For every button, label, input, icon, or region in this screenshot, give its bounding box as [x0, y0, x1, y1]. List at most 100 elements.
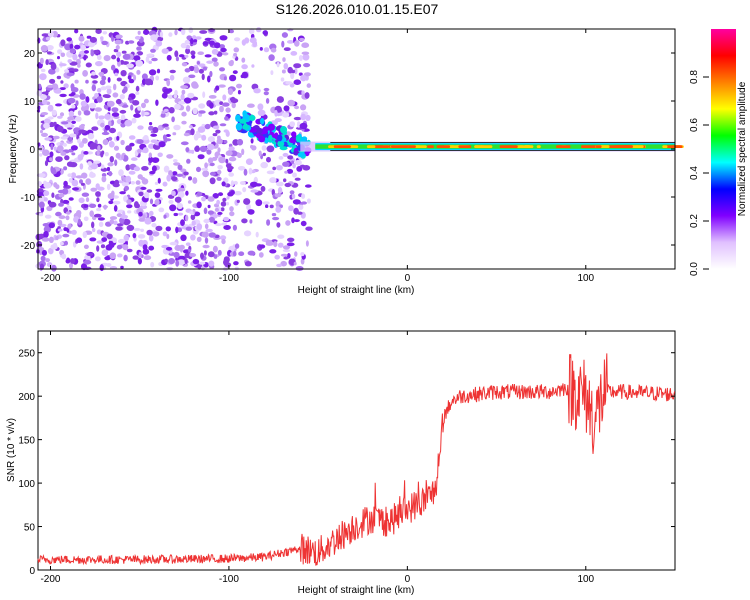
spectrogram-noise-cell	[262, 152, 266, 157]
spectrogram-noise-cell	[289, 121, 296, 127]
spectrogram-noise-cell	[83, 259, 92, 265]
spectrogram-noise-cell	[74, 44, 81, 50]
spectrogram-noise-cell	[208, 111, 215, 116]
spectrogram-noise-cell	[57, 56, 60, 60]
spectrogram-noise-cell	[168, 258, 176, 265]
spectrogram-noise-cell	[255, 27, 262, 33]
spectrogram-noise-cell	[135, 91, 140, 96]
spectrogram-noise-cell	[120, 214, 128, 219]
spectrogram-noise-cell	[148, 60, 153, 64]
spectrogram-noise-cell	[283, 62, 289, 70]
spectrogram-noise-cell	[206, 143, 215, 151]
spectrogram-noise-cell	[214, 42, 221, 49]
spectrogram-noise-cell	[243, 168, 248, 176]
spectrogram-noise-cell	[216, 176, 222, 181]
spectrogram-signal-cell	[239, 118, 247, 124]
spectrogram-noise-cell	[70, 172, 77, 179]
spectrogram-noise-cell	[101, 164, 105, 169]
spectrogram-noise-cell	[111, 64, 116, 71]
spectrogram-noise-cell	[220, 207, 225, 212]
spectrogram-noise-cell	[40, 45, 49, 52]
spectrogram-noise-cell	[157, 177, 161, 184]
spectrogram-noise-cell	[209, 70, 213, 78]
spectrogram-signal-cell	[295, 134, 301, 143]
spectrogram-noise-cell	[55, 235, 59, 241]
spectrogram-carrier-peak	[607, 145, 616, 148]
spectrogram-noise-cell	[60, 39, 66, 47]
spectrogram-noise-cell	[79, 163, 84, 170]
spectrogram-noise-cell	[168, 199, 174, 204]
spectrogram-noise-cell	[39, 153, 43, 157]
spectrogram-noise-cell	[203, 207, 208, 215]
spectrogram-noise-cell	[51, 109, 57, 116]
spectrogram-noise-cell	[91, 84, 97, 92]
spectrogram-noise-cell	[100, 244, 106, 249]
spectrogram-noise-cell	[131, 157, 138, 161]
spectrogram-noise-cell	[56, 125, 64, 133]
spectrogram-noise-cell	[137, 106, 142, 111]
spectrogram-noise-cell	[282, 152, 289, 157]
spectrogram-noise-cell	[45, 59, 49, 66]
spectrogram-noise-cell	[96, 96, 103, 103]
spectrogram-noise-cell	[48, 236, 54, 243]
spectrogram-noise-cell	[134, 35, 141, 40]
spectrogram-noise-cell	[250, 189, 259, 193]
spectrogram-noise-cell	[124, 119, 133, 127]
spectrogram-noise-cell	[204, 237, 209, 244]
spectrogram-noise-cell	[105, 244, 113, 251]
spectrogram-noise-cell	[207, 210, 214, 215]
spectrogram-noise-cell	[111, 54, 117, 60]
spectrogram-noise-cell	[100, 122, 105, 128]
spectrogram-noise-cell	[48, 68, 56, 75]
spectrogram-noise-cell	[168, 107, 175, 114]
spectrogram-signal-cell	[279, 146, 288, 151]
spectrogram-noise-cell	[301, 90, 305, 95]
spectrogram-noise-cell	[48, 247, 54, 255]
spectrogram-noise-cell	[156, 68, 161, 74]
spectrogram-noise-cell	[290, 72, 295, 80]
spectrogram-noise-cell	[190, 50, 196, 56]
spectrogram-noise-cell	[101, 249, 109, 256]
colorbar-tick-label: 0.2	[689, 214, 700, 228]
spectrogram-noise-cell	[215, 129, 221, 134]
spectrogram-noise-cell	[152, 231, 160, 237]
spectrogram-noise-cell	[200, 266, 206, 271]
spectrogram-noise-cell	[155, 225, 163, 232]
spectrogram-noise-cell	[141, 73, 148, 80]
spectrogram-noise-cell	[107, 162, 114, 167]
spectrogram-noise-cell	[203, 250, 207, 256]
spectrogram-noise-cell	[162, 134, 167, 141]
spectrogram-noise-cell	[41, 33, 49, 37]
spectrogram-noise-cell	[121, 154, 125, 160]
spectrogram-noise-cell	[262, 30, 268, 36]
spectrogram-noise-cell	[282, 249, 291, 253]
spectrogram-noise-cell	[92, 80, 98, 84]
spectrogram-noise-cell	[207, 204, 211, 209]
spectrogram-noise-cell	[62, 233, 70, 238]
spectrogram-noise-cell	[172, 171, 178, 176]
spectrogram-noise-cell	[117, 253, 123, 258]
spectrogram-xtick-label: 100	[577, 273, 594, 284]
spectrogram-noise-cell	[97, 145, 101, 152]
spectrogram-noise-cell	[163, 108, 169, 112]
spectrogram-noise-cell	[194, 146, 201, 152]
spectrogram-noise-cell	[59, 112, 65, 117]
snr-ytick-label: 100	[18, 479, 35, 490]
spectrogram-noise-cell	[86, 252, 94, 257]
spectrogram-noise-cell	[225, 107, 231, 113]
spectrogram-noise-cell	[181, 111, 187, 117]
spectrogram-noise-cell	[123, 86, 128, 93]
spectrogram-noise-cell	[198, 110, 206, 114]
spectrogram-noise-cell	[184, 54, 189, 58]
spectrogram-noise-cell	[142, 248, 150, 255]
spectrogram-noise-cell	[232, 70, 238, 74]
spectrogram-signal-cell	[291, 131, 297, 137]
spectrogram-noise-cell	[173, 212, 179, 217]
spectrogram-noise-cell	[143, 98, 149, 104]
spectrogram-noise-cell	[66, 72, 75, 77]
spectrogram-noise-cell	[164, 126, 170, 130]
spectrogram-noise-cell	[272, 166, 277, 171]
spectrogram-noise-cell	[190, 128, 195, 136]
spectrogram-noise-cell	[134, 201, 139, 208]
